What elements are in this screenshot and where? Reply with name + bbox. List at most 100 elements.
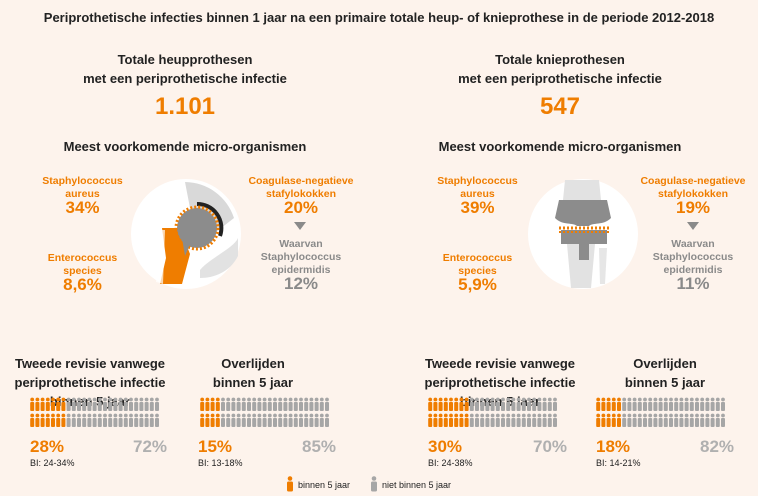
hip-sub-label-1: Waarvan xyxy=(279,238,323,250)
person-icon xyxy=(205,397,210,411)
person-icon xyxy=(139,413,144,427)
person-icon xyxy=(663,397,668,411)
person-icon xyxy=(663,413,668,427)
knee-entero-label-1: Enterococcus xyxy=(442,252,513,264)
hip-heading: Totale heupprothesen met een periprothet… xyxy=(60,50,310,88)
legend-within-person-icon xyxy=(287,476,293,492)
person-icon xyxy=(433,413,438,427)
person-icon xyxy=(231,397,236,411)
person-icon xyxy=(108,397,113,411)
person-icon xyxy=(443,397,448,411)
hip-joint-illustration xyxy=(131,179,241,289)
person-icon xyxy=(288,397,293,411)
person-icon xyxy=(501,397,505,411)
person-icon xyxy=(257,397,262,411)
person-icon xyxy=(40,397,45,411)
person-icon xyxy=(622,397,627,411)
person-icon xyxy=(658,397,663,411)
person-icon xyxy=(309,413,314,427)
legend-within-label: binnen 5 jaar xyxy=(298,480,351,490)
person-icon xyxy=(236,413,241,427)
person-icon xyxy=(679,413,684,427)
knee-staph-label-2: aureus xyxy=(460,188,495,200)
person-icon xyxy=(689,397,694,411)
hip-total: 1.101 xyxy=(154,93,216,120)
person-icon xyxy=(134,413,139,427)
person-icon xyxy=(547,413,552,427)
person-icon xyxy=(553,413,557,427)
person-icon xyxy=(325,397,329,411)
person-icon xyxy=(155,397,159,411)
person-icon xyxy=(695,397,699,411)
person-icon xyxy=(648,413,653,427)
person-icon xyxy=(293,413,298,427)
knee-sub-pct: 11% xyxy=(676,274,710,293)
person-icon xyxy=(469,413,474,427)
knee-death-ci: BI: 14-21% xyxy=(596,458,641,468)
person-icon xyxy=(449,397,453,411)
knee-revision-title-2: periprothetische infectie xyxy=(424,375,576,390)
hip-entero-pct: 8,6% xyxy=(63,275,102,294)
knee-sub-label: Waarvan Staphylococcus epidermidis 11% xyxy=(628,238,758,293)
person-icon xyxy=(155,413,159,427)
knee-death-people-grid xyxy=(596,397,725,427)
person-icon xyxy=(139,397,144,411)
person-icon xyxy=(611,397,616,411)
hip-death-ci: BI: 13-18% xyxy=(198,458,243,468)
person-icon xyxy=(721,413,725,427)
person-icon xyxy=(669,413,673,427)
person-icon xyxy=(293,397,298,411)
person-icon xyxy=(226,413,231,427)
knee-micro-title: Meest voorkomende micro-organismen xyxy=(438,139,682,154)
person-icon xyxy=(464,413,469,427)
knee-revision-people-grid xyxy=(428,397,557,427)
person-icon xyxy=(643,397,647,411)
person-icon xyxy=(715,397,720,411)
person-icon xyxy=(247,413,251,427)
person-icon xyxy=(601,397,606,411)
person-icon xyxy=(283,397,288,411)
hip-death-rest: 85% xyxy=(302,437,337,456)
person-icon xyxy=(134,397,139,411)
person-icon xyxy=(684,397,689,411)
person-icon xyxy=(103,413,107,427)
person-icon xyxy=(495,413,500,427)
person-icon xyxy=(45,397,50,411)
person-icon xyxy=(705,413,710,427)
person-icon xyxy=(532,413,537,427)
knee-entero-label: Enterococcus species 5,9% xyxy=(425,252,530,293)
person-icon xyxy=(40,413,45,427)
person-icon xyxy=(475,397,479,411)
person-icon xyxy=(200,397,205,411)
person-icon xyxy=(475,413,479,427)
person-icon xyxy=(97,397,102,411)
knee-revision-title: Tweede revisie vanwege periprothetische … xyxy=(410,354,590,411)
person-icon xyxy=(469,397,474,411)
person-icon xyxy=(103,397,107,411)
person-icon xyxy=(485,397,490,411)
person-icon xyxy=(679,397,684,411)
hip-death-pct: 15% xyxy=(198,437,233,456)
hip-entero-label-2: species xyxy=(63,265,102,277)
person-icon xyxy=(480,397,485,411)
person-icon xyxy=(506,397,511,411)
person-icon xyxy=(700,397,705,411)
person-icon xyxy=(547,397,552,411)
knee-revision-pct: 30% xyxy=(428,437,463,456)
knee-heading-line2: met een periprothetische infectie xyxy=(458,71,662,86)
person-icon xyxy=(262,413,267,427)
person-icon xyxy=(35,413,40,427)
hip-death-title-1: Overlijden xyxy=(221,356,285,371)
person-icon xyxy=(490,397,495,411)
person-icon xyxy=(87,413,92,427)
person-icon xyxy=(705,397,710,411)
person-icon xyxy=(257,413,262,427)
hip-sub-arrow-icon xyxy=(294,222,306,230)
hip-entero-label: Enterococcus species 8,6% xyxy=(30,252,135,294)
person-icon xyxy=(278,413,283,427)
person-icon xyxy=(314,413,319,427)
person-icon xyxy=(438,413,443,427)
person-icon xyxy=(684,413,689,427)
person-icon xyxy=(299,413,303,427)
hip-coag-label-2: stafylokokken xyxy=(265,188,337,200)
